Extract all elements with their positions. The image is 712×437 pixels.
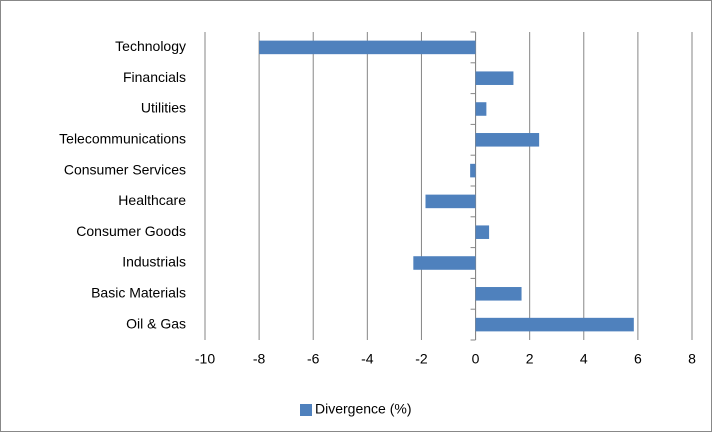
bar (470, 163, 476, 178)
y-tick-label: Oil & Gas (126, 315, 186, 331)
y-tick-label: Healthcare (118, 192, 186, 208)
y-tick-label: Technology (115, 38, 186, 54)
x-tick-label: -6 (307, 351, 320, 367)
x-tick-label: 6 (634, 351, 642, 367)
y-tick-label: Telecommunications (59, 131, 186, 147)
bar (259, 40, 476, 55)
y-tick-label: Consumer Services (64, 161, 186, 177)
bar (413, 256, 476, 270)
bar (475, 133, 540, 147)
y-tick-label: Basic Materials (91, 285, 186, 301)
legend-label: Divergence (%) (315, 401, 411, 417)
bar (425, 194, 476, 209)
bar (475, 287, 522, 301)
x-tick-label: -4 (361, 351, 374, 367)
x-tick-label: 8 (688, 351, 696, 367)
x-tick-label: -8 (253, 351, 266, 367)
x-tick-label: 4 (580, 351, 588, 367)
bar (475, 317, 634, 332)
y-tick-label: Industrials (122, 254, 186, 270)
x-tick-label: 2 (526, 351, 534, 367)
y-tick-label: Consumer Goods (76, 223, 186, 239)
x-tick-label: 0 (472, 351, 480, 367)
y-tick-label: Financials (123, 69, 186, 85)
y-tick-label: Utilities (141, 100, 186, 116)
bar (475, 225, 490, 239)
x-tick-label: -10 (195, 351, 215, 367)
legend-swatch (300, 404, 312, 416)
x-tick-label: -2 (415, 351, 428, 367)
bar (475, 71, 514, 85)
bar (475, 102, 487, 116)
